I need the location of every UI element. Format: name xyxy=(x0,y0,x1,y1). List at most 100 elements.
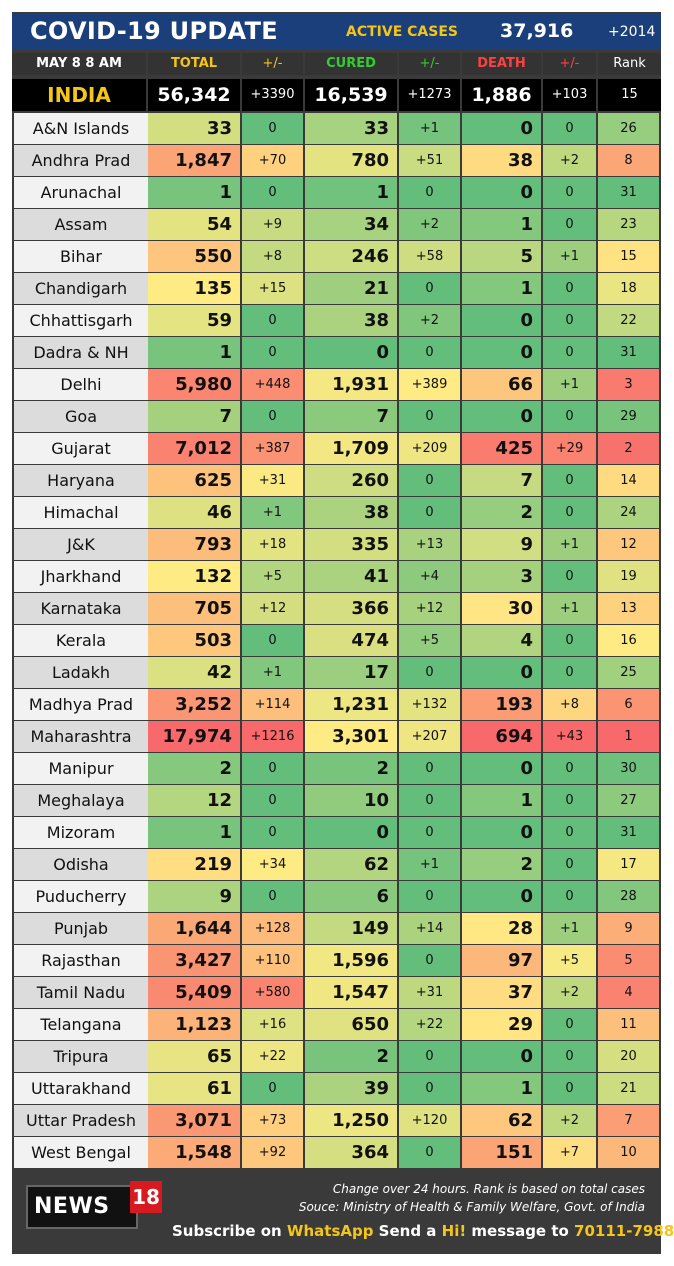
death-change-cell: +1 xyxy=(543,593,596,624)
table-row: Assam 54 +9 34 +2 1 0 23 xyxy=(12,209,661,240)
table-row: Punjab 1,644 +128 149 +14 28 +1 9 xyxy=(12,913,661,944)
total-change-cell: +18 xyxy=(242,529,303,560)
total-cell: 1 xyxy=(148,817,240,848)
india-total-change: +3390 xyxy=(242,79,303,111)
death-change-cell: 0 xyxy=(543,657,596,688)
state-name-cell: A&N Islands xyxy=(14,113,148,144)
total-change-cell: +22 xyxy=(242,1041,303,1072)
death-change-cell: 0 xyxy=(543,305,596,336)
total-cell: 132 xyxy=(148,561,240,592)
state-name-cell: Andhra Prad xyxy=(14,145,148,176)
death-cell: 2 xyxy=(462,849,541,880)
cured-cell: 335 xyxy=(305,529,397,560)
state-name-cell: Bihar xyxy=(14,241,148,272)
india-label: INDIA xyxy=(12,79,146,111)
total-change-cell: +70 xyxy=(242,145,303,176)
death-change-cell: +2 xyxy=(543,977,596,1008)
cured-change-cell: 0 xyxy=(399,401,460,432)
death-cell: 1 xyxy=(462,1073,541,1104)
cured-cell: 3,301 xyxy=(305,721,397,752)
state-name-cell: Himachal xyxy=(14,497,148,528)
death-change-cell: 0 xyxy=(543,401,596,432)
total-change-cell: +15 xyxy=(242,273,303,304)
death-change-cell: 0 xyxy=(543,625,596,656)
cured-cell: 34 xyxy=(305,209,397,240)
cured-change-cell: +51 xyxy=(399,145,460,176)
state-name-cell: Tamil Nadu xyxy=(14,977,148,1008)
cured-cell: 246 xyxy=(305,241,397,272)
cured-change-cell: 0 xyxy=(399,945,460,976)
rank-cell: 11 xyxy=(598,1009,659,1040)
cured-cell: 21 xyxy=(305,273,397,304)
total-cell: 12 xyxy=(148,785,240,816)
rank-cell: 31 xyxy=(598,817,659,848)
table-row: Odisha 219 +34 62 +1 2 0 17 xyxy=(12,849,661,880)
cured-cell: 0 xyxy=(305,337,397,368)
death-change-cell: 0 xyxy=(543,753,596,784)
cured-change-cell: 0 xyxy=(399,1073,460,1104)
state-name-cell: West Bengal xyxy=(14,1137,148,1168)
subscribe-number: 70111-79888 xyxy=(574,1222,674,1240)
total-change-cell: 0 xyxy=(242,305,303,336)
rank-cell: 3 xyxy=(598,369,659,400)
total-change-cell: +1216 xyxy=(242,721,303,752)
death-change-cell: +2 xyxy=(543,145,596,176)
footnote-source: Souce: Ministry of Health & Family Welfa… xyxy=(298,1200,645,1214)
cured-cell: 1 xyxy=(305,177,397,208)
table-row: Goa 7 0 7 0 0 0 29 xyxy=(12,401,661,432)
table-row: Maharashtra 17,974 +1216 3,301 +207 694 +43 1 xyxy=(12,721,661,752)
table-row: A&N Islands 33 0 33 +1 0 0 26 xyxy=(12,113,661,144)
cured-change-cell: +5 xyxy=(399,625,460,656)
cured-cell: 38 xyxy=(305,305,397,336)
rank-cell: 2 xyxy=(598,433,659,464)
total-cell: 59 xyxy=(148,305,240,336)
active-cases-label: ACTIVE CASES xyxy=(346,24,458,40)
death-change-cell: 0 xyxy=(543,817,596,848)
total-cell: 7,012 xyxy=(148,433,240,464)
total-change-cell: +16 xyxy=(242,1009,303,1040)
total-cell: 54 xyxy=(148,209,240,240)
total-change-cell: +31 xyxy=(242,465,303,496)
cured-change-cell: 0 xyxy=(399,337,460,368)
death-cell: 4 xyxy=(462,625,541,656)
table-row: Andhra Prad 1,847 +70 780 +51 38 +2 8 xyxy=(12,145,661,176)
rank-cell: 13 xyxy=(598,593,659,624)
table-row: Puducherry 9 0 6 0 0 0 28 xyxy=(12,881,661,912)
cured-cell: 38 xyxy=(305,497,397,528)
table-row: Chandigarh 135 +15 21 0 1 0 18 xyxy=(12,273,661,304)
death-change-cell: 0 xyxy=(543,113,596,144)
table-row: Bihar 550 +8 246 +58 5 +1 15 xyxy=(12,241,661,272)
rank-cell: 17 xyxy=(598,849,659,880)
subscribe-line: Subscribe on WhatsApp Send a Hi! message… xyxy=(172,1222,674,1240)
table-row: Telangana 1,123 +16 650 +22 29 0 11 xyxy=(12,1009,661,1040)
state-name-cell: Jharkhand xyxy=(14,561,148,592)
rank-cell: 6 xyxy=(598,689,659,720)
total-change-cell: +9 xyxy=(242,209,303,240)
total-change-cell: +1 xyxy=(242,497,303,528)
total-cell: 219 xyxy=(148,849,240,880)
rank-cell: 27 xyxy=(598,785,659,816)
death-change-cell: 0 xyxy=(543,337,596,368)
subscribe-text-a: Subscribe on xyxy=(172,1222,287,1240)
total-change-cell: +34 xyxy=(242,849,303,880)
rank-cell: 31 xyxy=(598,337,659,368)
total-cell: 5,980 xyxy=(148,369,240,400)
total-change-cell: 0 xyxy=(242,1073,303,1104)
state-name-cell: Madhya Prad xyxy=(14,689,148,720)
cured-cell: 0 xyxy=(305,817,397,848)
rank-cell: 26 xyxy=(598,113,659,144)
total-change-cell: 0 xyxy=(242,337,303,368)
cured-change-cell: +1 xyxy=(399,849,460,880)
cured-change-cell: +14 xyxy=(399,913,460,944)
col-date: MAY 8 8 AM xyxy=(12,53,146,75)
death-cell: 151 xyxy=(462,1137,541,1168)
table-row: Chhattisgarh 59 0 38 +2 0 0 22 xyxy=(12,305,661,336)
cured-cell: 33 xyxy=(305,113,397,144)
total-cell: 9 xyxy=(148,881,240,912)
cured-cell: 366 xyxy=(305,593,397,624)
cured-cell: 10 xyxy=(305,785,397,816)
death-change-cell: 0 xyxy=(543,881,596,912)
death-change-cell: +43 xyxy=(543,721,596,752)
death-cell: 0 xyxy=(462,305,541,336)
cured-cell: 17 xyxy=(305,657,397,688)
